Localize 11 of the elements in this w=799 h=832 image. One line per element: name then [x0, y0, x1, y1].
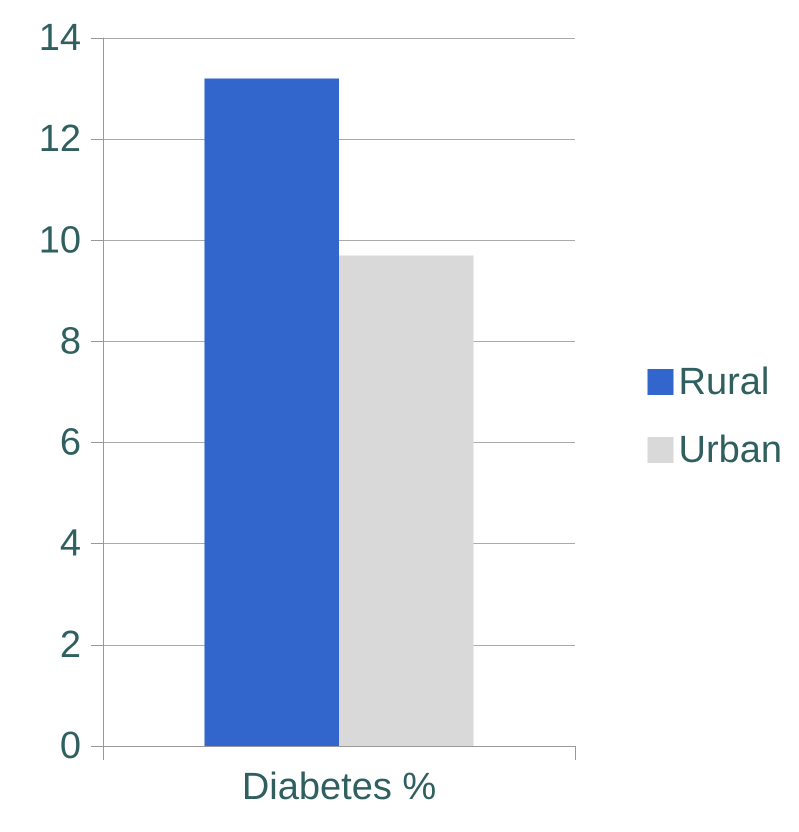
- legend-label: Rural: [678, 361, 770, 403]
- y-tick-label: 14: [38, 17, 81, 59]
- x-tick-label: Diabetes %: [242, 766, 436, 808]
- legend-label: Urban: [678, 429, 782, 471]
- y-tick-label: 6: [60, 422, 81, 464]
- y-tick-label: 12: [38, 118, 81, 160]
- y-tick-label: 0: [60, 725, 81, 767]
- y-tick-label: 8: [60, 320, 81, 362]
- y-tick-label: 2: [60, 624, 81, 666]
- y-tick-label: 10: [38, 219, 81, 262]
- y-tick-label: 4: [60, 522, 81, 565]
